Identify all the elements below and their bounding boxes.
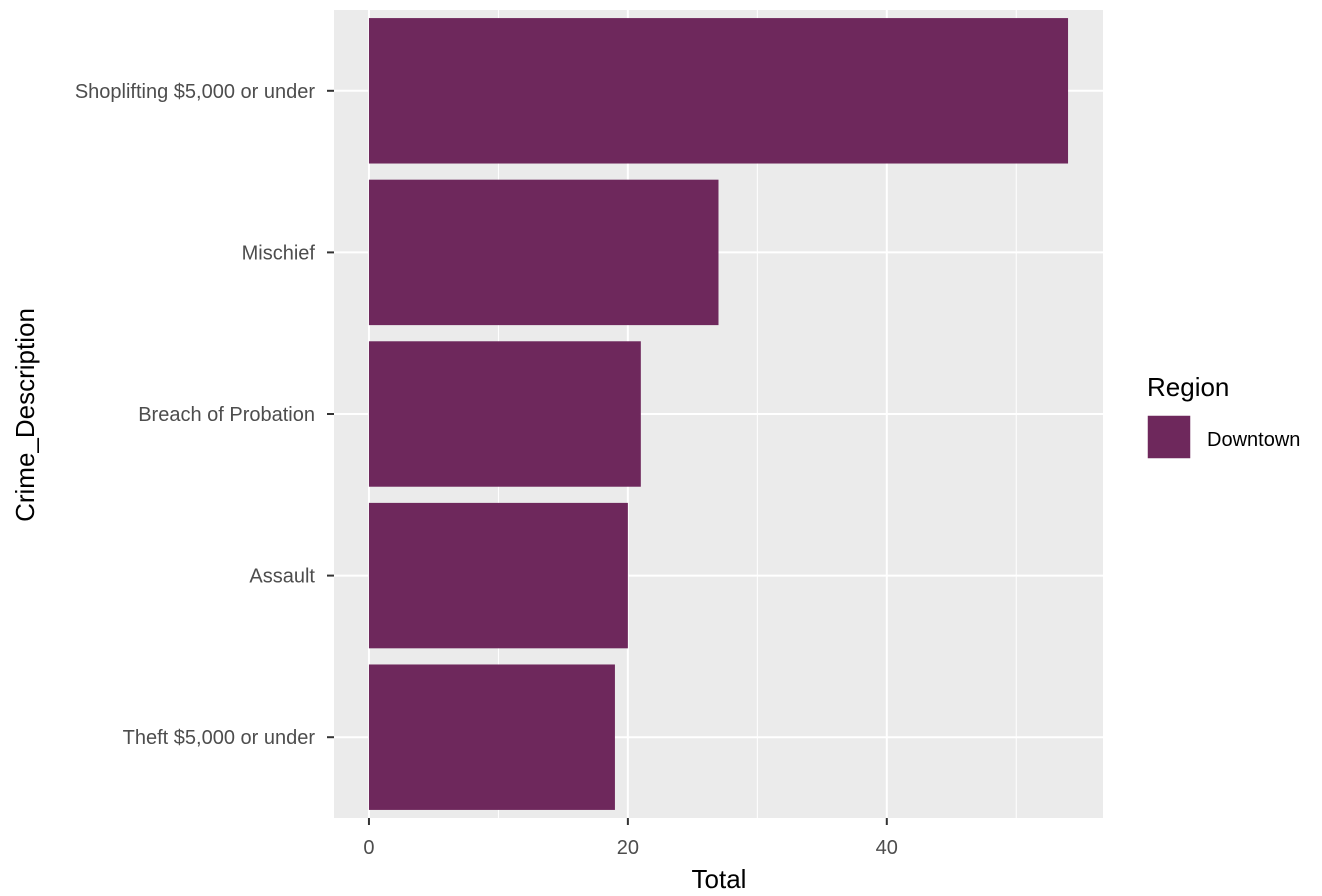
- bar: [368, 18, 1069, 164]
- x-axis-title: Total: [692, 864, 747, 894]
- legend-key-downtown: [1146, 414, 1192, 460]
- x-tick-label: 20: [617, 837, 639, 859]
- bar: [368, 341, 641, 487]
- bars: [368, 18, 1069, 810]
- x-tick-label: 0: [363, 837, 374, 859]
- y-tick-label: Breach of Probation: [138, 404, 315, 426]
- y-tick-label: Mischief: [242, 242, 316, 264]
- legend: Region Downtown: [1146, 372, 1300, 460]
- y-axis: Shoplifting $5,000 or under Mischief Breac…: [75, 81, 334, 749]
- x-tick-label: 40: [876, 837, 898, 859]
- y-tick-label: Shoplifting $5,000 or under: [75, 81, 316, 103]
- x-axis: 0 20 40: [363, 818, 898, 859]
- y-axis-title: Crime_Description: [10, 308, 40, 522]
- legend-title: Region: [1147, 372, 1229, 402]
- legend-label-downtown: Downtown: [1207, 429, 1300, 451]
- bar: [368, 502, 628, 649]
- bar: [368, 664, 615, 810]
- y-tick-label: Theft $5,000 or under: [123, 727, 316, 749]
- bar: [368, 179, 719, 326]
- y-tick-label: Assault: [249, 566, 315, 588]
